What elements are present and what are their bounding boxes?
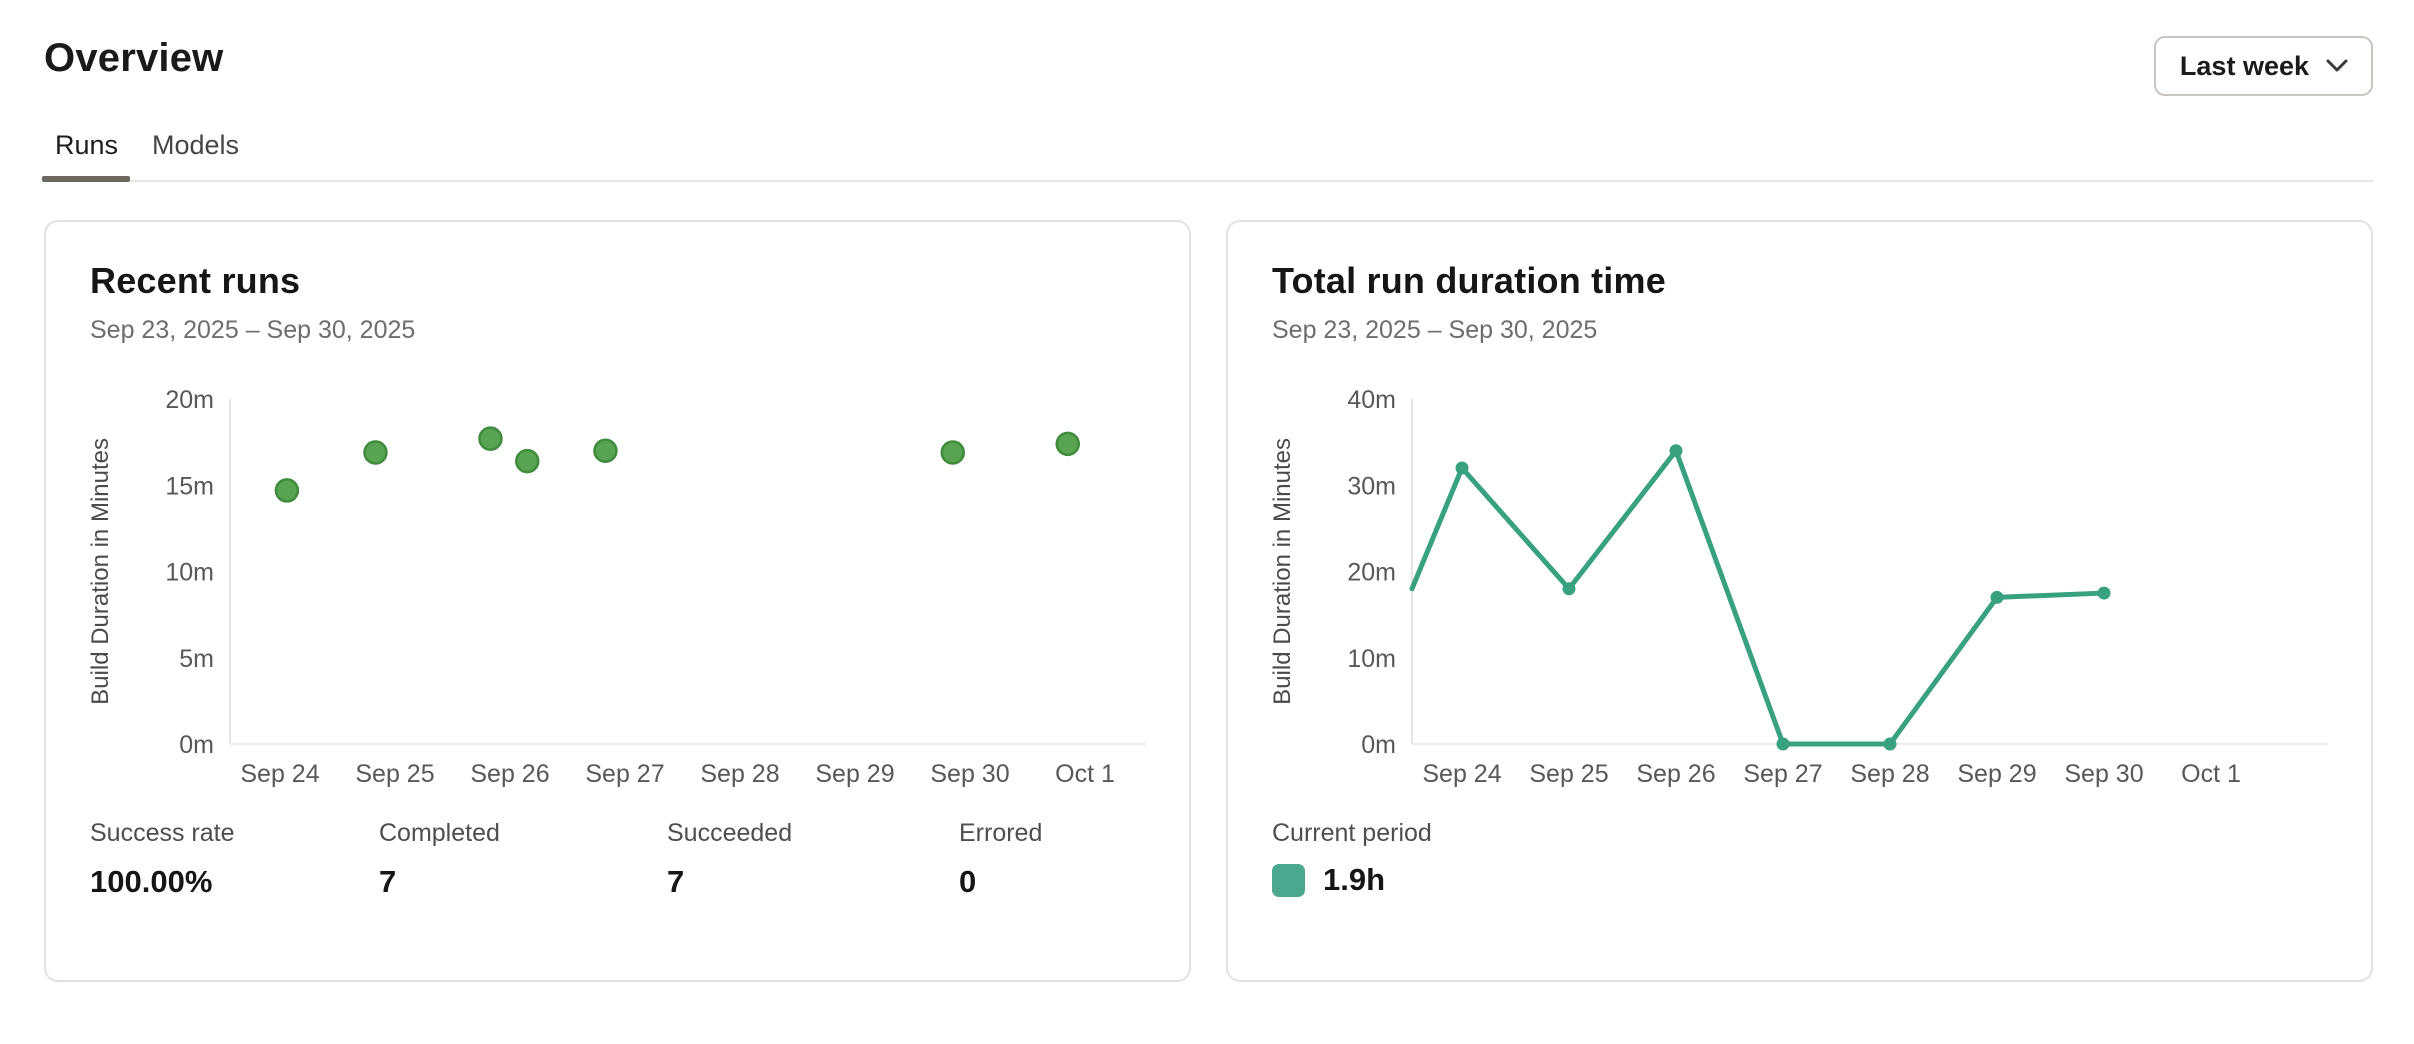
svg-text:0m: 0m: [1361, 731, 1396, 759]
stat-completed: Completed 7: [379, 819, 667, 900]
stat-errored: Errored 0: [959, 819, 1145, 900]
stat-label: Completed: [379, 819, 500, 847]
svg-text:Sep 26: Sep 26: [470, 760, 549, 788]
svg-text:Sep 30: Sep 30: [930, 760, 1009, 788]
legend-value: 1.9h: [1323, 862, 1386, 897]
svg-text:Sep 24: Sep 24: [240, 760, 319, 788]
svg-text:Sep 29: Sep 29: [1957, 760, 2036, 788]
svg-text:20m: 20m: [165, 387, 214, 414]
stat-label: Errored: [959, 819, 1043, 847]
tab-bar: Runs Models: [42, 130, 2373, 182]
svg-text:5m: 5m: [179, 645, 214, 673]
legend-label: Current period: [1272, 819, 1432, 847]
svg-text:0m: 0m: [179, 731, 214, 759]
duration-line-chart: 0m 10m 20m 30m 40m Sep 24 Sep 25 Sep 26 Sep 27 Se…: [1347, 387, 2328, 788]
svg-text:Sep 29: Sep 29: [815, 760, 894, 788]
stat-label: Success rate: [90, 819, 235, 847]
topbar: Overview Last week: [44, 36, 2373, 96]
tab-models[interactable]: Models: [152, 130, 240, 160]
svg-text:Sep 27: Sep 27: [1743, 760, 1822, 788]
cards-row: Recent runs Sep 23, 2025 – Sep 30, 2025 …: [44, 220, 2373, 982]
legend-swatch: [1272, 863, 1305, 897]
svg-text:Sep 25: Sep 25: [1529, 760, 1608, 788]
stat-value: 7: [379, 864, 397, 899]
y-axis-title: Build Duration in Minutes: [87, 437, 114, 705]
y-axis-title: Build Duration in Minutes: [1269, 437, 1296, 705]
stat-succeeded: Succeeded 7: [667, 819, 959, 900]
svg-text:30m: 30m: [1347, 472, 1396, 500]
svg-text:Sep 24: Sep 24: [1422, 760, 1501, 788]
recent-runs-card: Recent runs Sep 23, 2025 – Sep 30, 2025 …: [44, 220, 1191, 982]
svg-text:Oct 1: Oct 1: [1055, 760, 1115, 788]
card-date-range: Sep 23, 2025 – Sep 30, 2025: [90, 316, 416, 344]
run-stats-row: Success rate 100.00% Completed 7 Succeed…: [90, 819, 1145, 900]
svg-text:Oct 1: Oct 1: [2181, 760, 2241, 788]
card-title: Total run duration time: [1272, 260, 1666, 301]
stat-value: 0: [959, 864, 977, 899]
svg-text:Sep 30: Sep 30: [2064, 760, 2143, 788]
svg-text:Sep 26: Sep 26: [1636, 760, 1715, 788]
stat-value: 100.00%: [90, 864, 213, 899]
recent-runs-chart-area: Build Duration in Minutes 0m 5m 10m 15m 20m S…: [87, 387, 1146, 791]
card-date-range: Sep 23, 2025 – Sep 30, 2025: [1272, 316, 1598, 344]
svg-text:10m: 10m: [165, 559, 214, 587]
legend-entry: 1.9h: [1272, 862, 2327, 898]
svg-text:15m: 15m: [165, 472, 214, 500]
svg-text:20m: 20m: [1347, 559, 1396, 587]
chevron-down-icon: [2326, 59, 2348, 72]
duration-chart-area: Build Duration in Minutes 0m 10m 20m 30m 40m…: [1269, 387, 2328, 791]
tab-runs[interactable]: Runs: [55, 130, 119, 160]
svg-text:Sep 28: Sep 28: [1850, 760, 1929, 788]
stat-success-rate: Success rate 100.00%: [90, 819, 379, 900]
stat-value: 7: [667, 864, 685, 899]
period-dropdown-label: Last week: [2179, 50, 2309, 81]
tabs-divider: [44, 180, 2373, 182]
duration-card: Total run duration time Sep 23, 2025 – S…: [1226, 220, 2373, 982]
stat-label: Succeeded: [667, 819, 793, 847]
chart-legend: Current period 1.9h: [1272, 819, 2327, 898]
page-title: Overview: [44, 36, 224, 80]
recent-runs-scatter-chart: 0m 5m 10m 15m 20m Sep 24 Sep 25 Sep 26 Sep 27 Sep…: [165, 387, 1146, 788]
active-tab-underline: [42, 176, 130, 182]
svg-text:Sep 27: Sep 27: [585, 760, 664, 788]
svg-text:10m: 10m: [1347, 645, 1396, 673]
svg-text:Sep 28: Sep 28: [700, 760, 779, 788]
card-title: Recent runs: [90, 260, 301, 301]
period-dropdown[interactable]: Last week: [2153, 36, 2373, 96]
svg-text:40m: 40m: [1347, 387, 1396, 414]
svg-text:Sep 25: Sep 25: [355, 760, 434, 788]
